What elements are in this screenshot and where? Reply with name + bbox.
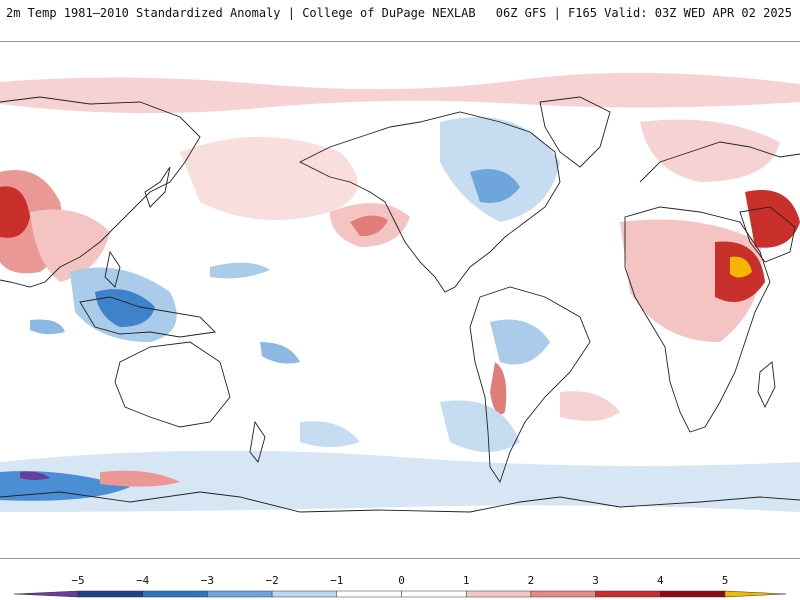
anomaly-extreme-warm-ethiopia bbox=[730, 256, 752, 278]
coast-indonesia bbox=[79, 296, 216, 338]
anomaly-shading bbox=[0, 72, 800, 512]
anomaly-cool-south-america bbox=[490, 319, 550, 365]
scale-tick-label: 4 bbox=[657, 574, 664, 587]
scale-tick-label: 3 bbox=[592, 574, 599, 587]
scale-segment bbox=[77, 590, 143, 598]
scale-tick-label: 2 bbox=[528, 574, 535, 587]
anomaly-cool-equatorial-pacific bbox=[210, 262, 270, 279]
scale-segment bbox=[142, 590, 208, 598]
coast-north-america bbox=[298, 111, 561, 293]
map-title: 2m Temp 1981–2010 Standardized Anomaly |… bbox=[6, 6, 476, 20]
anomaly-strong-warm-east-pacific bbox=[350, 215, 388, 237]
anomaly-warm-europe bbox=[640, 119, 780, 182]
coast-europe bbox=[639, 141, 800, 183]
coast-africa bbox=[624, 206, 771, 433]
anomaly-cool-south-indian bbox=[30, 319, 65, 335]
anomaly-cool-south-pacific bbox=[300, 421, 360, 447]
coast-antarctica bbox=[0, 491, 800, 513]
scale-tick-label: 0 bbox=[398, 574, 405, 587]
scale-tick-label: −2 bbox=[265, 574, 278, 587]
coast-south-america bbox=[469, 286, 591, 484]
anomaly-cool-southern-ocean bbox=[0, 450, 800, 512]
coast-japan bbox=[144, 166, 171, 208]
coast-new-zealand bbox=[249, 420, 266, 463]
scale-segment bbox=[336, 590, 402, 598]
anomaly-cool-north-america bbox=[440, 117, 560, 222]
color-scale: −5 −4 −3 −2 −1 0 1 2 3 4 5 bbox=[13, 574, 787, 598]
anomaly-map-canvas bbox=[0, 72, 800, 513]
coast-greenland bbox=[539, 96, 611, 168]
anomaly-warm-arctic bbox=[0, 72, 800, 114]
anomaly-cool-central-pacific bbox=[260, 342, 300, 364]
scale-tick-label: −4 bbox=[136, 574, 150, 587]
scale-arrow-low bbox=[13, 590, 79, 598]
anomaly-map bbox=[0, 41, 800, 559]
anomaly-warm-andes bbox=[490, 362, 507, 415]
model-run-info: 06Z GFS | F165 Valid: 03Z WED APR 02 202… bbox=[495, 6, 792, 20]
anomaly-strong-warm-arabia bbox=[745, 190, 800, 248]
coast-philippines bbox=[104, 250, 121, 288]
scale-tick-label: −1 bbox=[330, 574, 343, 587]
scale-segment bbox=[530, 590, 596, 598]
scale-segment bbox=[401, 590, 467, 598]
scale-tick-label: −3 bbox=[201, 574, 214, 587]
coast-asia bbox=[0, 96, 201, 288]
coast-arabia bbox=[739, 206, 796, 263]
anomaly-warm-china bbox=[30, 209, 110, 282]
anomaly-strong-cool-maritime bbox=[95, 289, 155, 327]
scale-segment bbox=[271, 590, 338, 598]
coastlines bbox=[0, 96, 800, 513]
coast-madagascar bbox=[757, 361, 776, 409]
scale-segment bbox=[660, 590, 726, 598]
scale-bar bbox=[13, 590, 787, 598]
scale-segment bbox=[595, 590, 661, 598]
anomaly-warm-south-atlantic bbox=[560, 391, 620, 421]
anomaly-cool-patagonia bbox=[440, 400, 520, 452]
scale-segment bbox=[465, 590, 532, 598]
coast-australia bbox=[114, 341, 231, 428]
anomaly-purple-antarctic bbox=[20, 471, 50, 480]
anomaly-strong-cool-great-lakes bbox=[470, 169, 520, 203]
scale-tick-label: 1 bbox=[463, 574, 470, 587]
scale-tick-labels: −5 −4 −3 −2 −1 0 1 2 3 4 5 bbox=[71, 574, 728, 587]
anomaly-warm-north-pacific bbox=[180, 137, 358, 220]
anomaly-warm-ross-sea bbox=[100, 470, 180, 487]
scale-tick-label: −5 bbox=[71, 574, 84, 587]
scale-arrow-high bbox=[724, 590, 787, 598]
anomaly-strong-warm-west-asia bbox=[0, 186, 30, 238]
color-scale-legend: −5 −4 −3 −2 −1 0 1 2 3 4 5 bbox=[0, 568, 800, 600]
scale-segment bbox=[207, 590, 273, 598]
scale-tick-label: 5 bbox=[722, 574, 729, 587]
